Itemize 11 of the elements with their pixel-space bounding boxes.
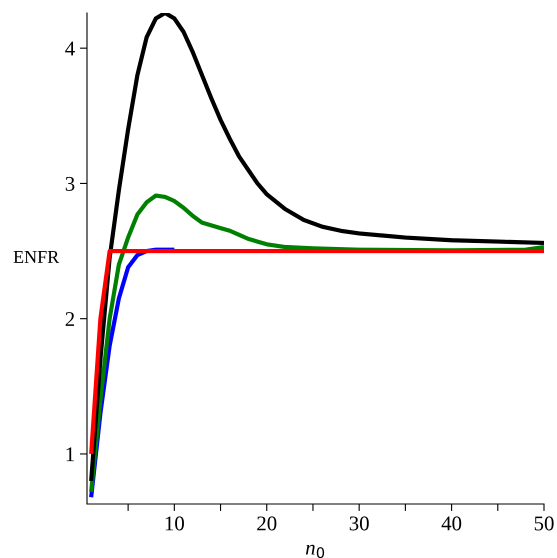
x-tick-label: 10 — [166, 516, 184, 530]
x-tick-label: 20 — [257, 516, 276, 530]
y-tick-label: 2 — [66, 312, 74, 326]
y-axis-title: ENFR — [14, 251, 60, 263]
y-tick-label: 3 — [66, 176, 74, 191]
x-tick-label: 50 — [534, 516, 554, 530]
x-tick-label: 30 — [350, 516, 369, 530]
x-axis-title: n$_{0}$ — [306, 544, 324, 558]
y-tick-label: 4 — [65, 42, 75, 56]
y-tick-label: 1 — [66, 447, 74, 462]
x-tick-label: 40 — [442, 516, 462, 530]
